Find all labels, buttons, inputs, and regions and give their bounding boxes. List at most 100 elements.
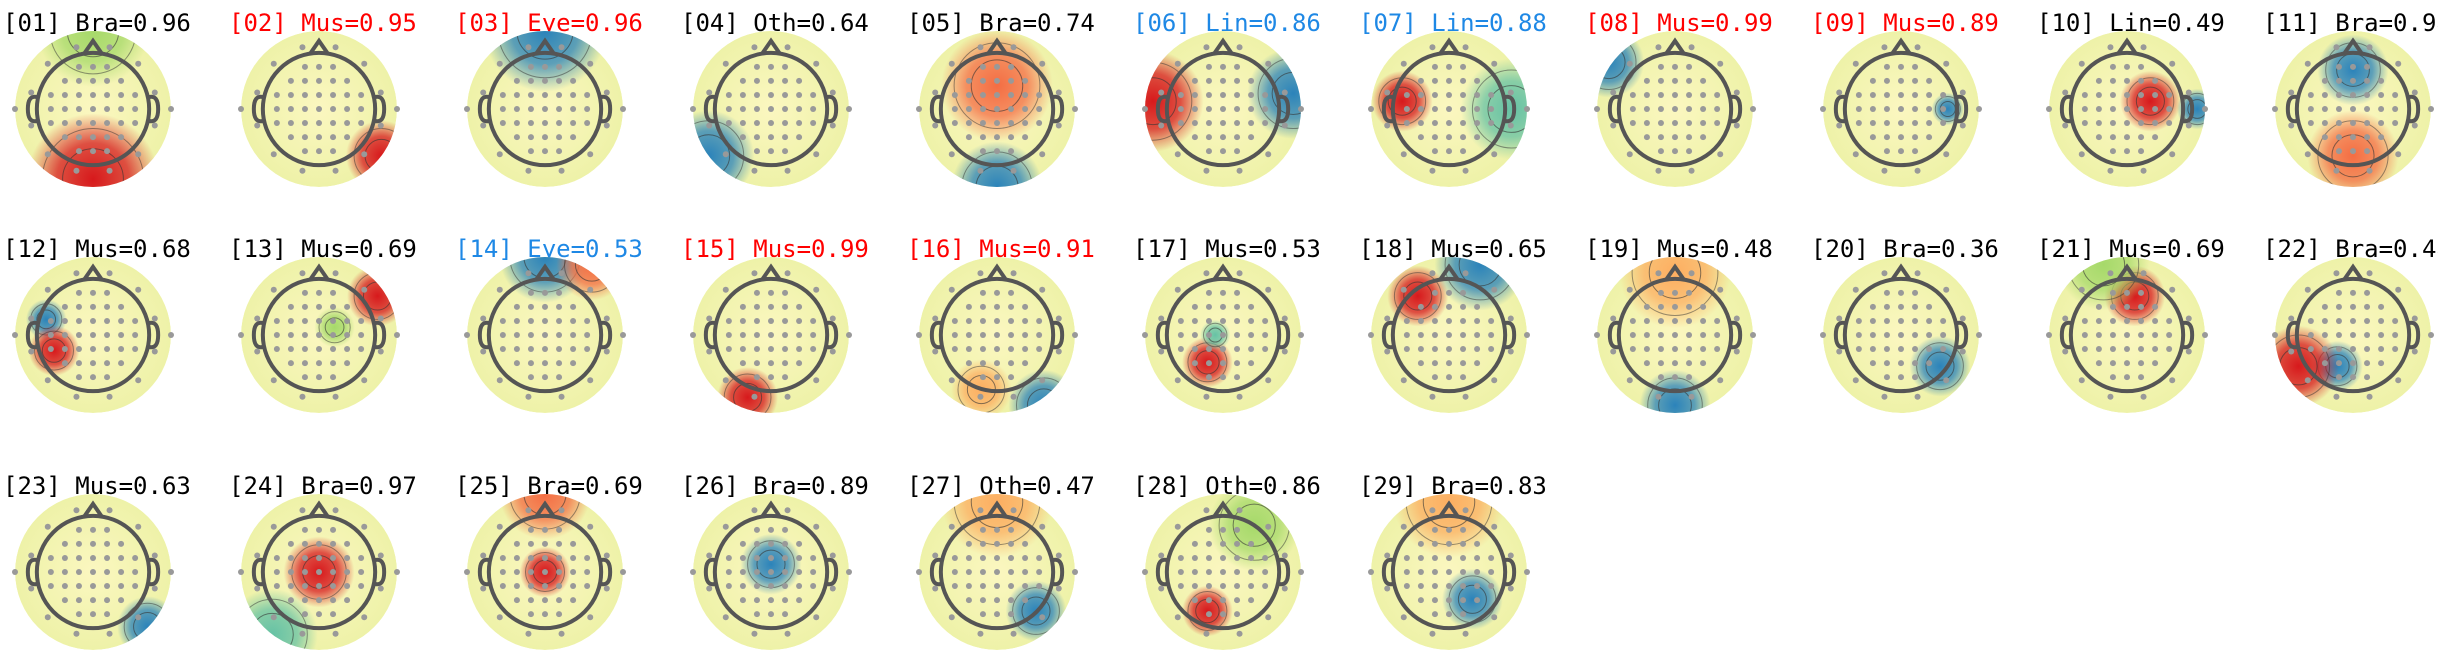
- electrode: [1629, 332, 1636, 338]
- head-outline: [486, 276, 604, 394]
- electrode: [558, 507, 565, 514]
- electrode: [1008, 91, 1015, 98]
- electrode: [556, 374, 563, 381]
- head-ear: [251, 557, 264, 587]
- electrode: [1234, 583, 1241, 590]
- head-outline: [2068, 50, 2186, 168]
- electrode: [90, 134, 96, 141]
- electrode: [1236, 507, 1243, 514]
- electrode: [299, 44, 306, 51]
- electrode: [1142, 332, 1148, 338]
- topomap: [22] Bra=0.48: [2263, 235, 2438, 413]
- electrode: [810, 583, 817, 590]
- electrode: [1714, 106, 1721, 112]
- electrode: [2378, 120, 2385, 127]
- electrode: [1203, 393, 1210, 400]
- electrode: [525, 167, 532, 174]
- contour: [1916, 342, 1964, 391]
- electrode: [1686, 120, 1693, 127]
- electrode: [556, 303, 563, 310]
- electrode: [1914, 167, 1921, 174]
- electrode: [118, 360, 125, 367]
- electrode: [542, 317, 548, 324]
- electrode: [932, 552, 939, 559]
- head-outline: [486, 513, 604, 631]
- electrode: [527, 303, 534, 310]
- electrode: [1672, 332, 1678, 338]
- electrode: [90, 540, 96, 547]
- electrode: [1959, 89, 1966, 96]
- electrode: [135, 377, 142, 384]
- electrode: [739, 134, 746, 141]
- electrode: [496, 60, 503, 67]
- electrode: [1431, 374, 1438, 381]
- topomap: [06] Lin=0.86: [1133, 9, 1321, 187]
- electrode: [1686, 332, 1693, 338]
- electrode: [75, 91, 82, 98]
- head-ear: [1730, 320, 1743, 350]
- electrode: [2288, 348, 2295, 355]
- electrode: [1855, 332, 1862, 338]
- electrode: [977, 507, 984, 514]
- electrode: [480, 122, 487, 129]
- electrode: [513, 540, 520, 547]
- electrode: [1022, 120, 1029, 127]
- electrode: [1657, 77, 1664, 84]
- electrode: [556, 63, 563, 70]
- electrode: [1191, 360, 1198, 367]
- electrode: [299, 167, 306, 174]
- electrode: [330, 77, 337, 84]
- electrode: [739, 332, 746, 338]
- electrode: [542, 346, 548, 353]
- electrode: [1008, 77, 1015, 84]
- electrode: [1191, 332, 1198, 338]
- electrode: [994, 148, 1000, 155]
- electrode: [1403, 583, 1410, 590]
- electrode: [1036, 346, 1043, 353]
- electrode: [270, 377, 277, 384]
- electrode: [768, 134, 774, 141]
- electrode: [1446, 569, 1452, 575]
- electrode: [542, 526, 548, 533]
- electrode: [1234, 106, 1241, 112]
- electrode: [1417, 134, 1424, 141]
- electrode: [1446, 374, 1452, 381]
- electrode: [2350, 332, 2356, 338]
- electrode: [513, 77, 520, 84]
- electrode: [810, 120, 817, 127]
- electrode: [28, 122, 35, 129]
- electrode: [525, 507, 532, 514]
- electrode: [1460, 540, 1467, 547]
- electrode: [2124, 317, 2130, 324]
- electrode: [603, 89, 610, 96]
- electrode: [725, 554, 732, 561]
- electrode: [1008, 106, 1015, 112]
- electrode: [2350, 289, 2356, 296]
- head-outline: [1164, 513, 1282, 631]
- electrode: [1820, 106, 1826, 112]
- electrode: [1431, 554, 1438, 561]
- electrode: [784, 393, 791, 400]
- electrode: [1883, 332, 1890, 338]
- electrode: [2378, 91, 2385, 98]
- electrode: [1220, 303, 1226, 310]
- electrode: [301, 597, 308, 604]
- electrode: [1855, 106, 1862, 112]
- electrode: [1008, 289, 1015, 296]
- electrode: [979, 77, 986, 84]
- electrode: [513, 91, 520, 98]
- electrode: [1417, 554, 1424, 561]
- electrode: [2095, 106, 2102, 112]
- electrode: [1610, 348, 1617, 355]
- electrode: [2095, 332, 2102, 338]
- electrode: [135, 523, 142, 530]
- electrode: [330, 148, 337, 155]
- electrode: [994, 360, 1000, 367]
- electrode: [1926, 360, 1933, 367]
- electrode: [1672, 134, 1678, 141]
- electrode: [1400, 614, 1407, 621]
- electrode: [1248, 134, 1255, 141]
- electrode: [1883, 77, 1890, 84]
- electrode: [316, 526, 322, 533]
- electrode: [916, 332, 922, 338]
